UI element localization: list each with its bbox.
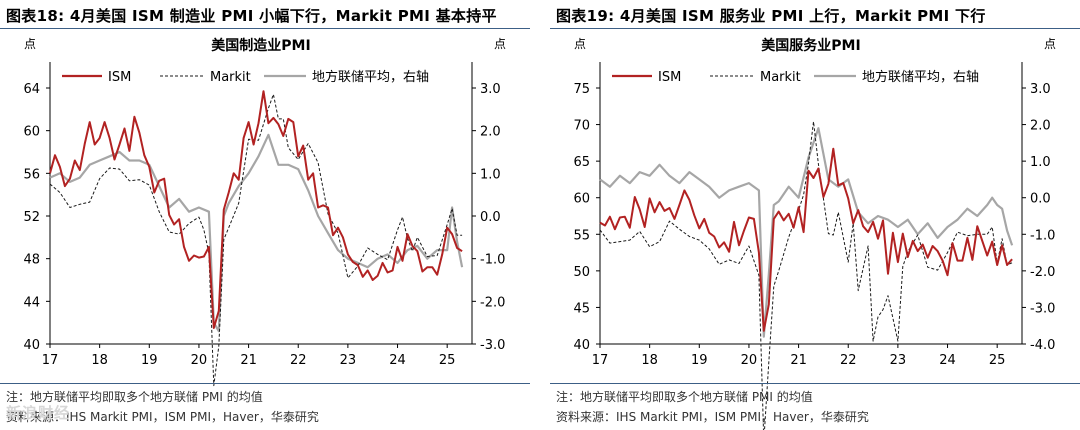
bottom-rule bbox=[550, 383, 1080, 384]
top-rule bbox=[550, 28, 1080, 29]
bottom-rule bbox=[0, 383, 530, 384]
top-rule bbox=[0, 28, 530, 29]
legend-label: 地方联储平均，右轴 bbox=[862, 69, 979, 85]
x-tick-label: 21 bbox=[240, 353, 257, 368]
right-tick-label: 2.0 bbox=[1030, 119, 1051, 134]
x-tick-label: 20 bbox=[191, 353, 208, 368]
right-tick-label: 0.0 bbox=[480, 210, 501, 225]
legend-label: 地方联储平均，右轴 bbox=[312, 69, 429, 85]
left-tick-label: 50 bbox=[573, 265, 590, 280]
manufacturing-pmi-chart: 美国制造业PMI 点 点 40 44 48 52 56 60 64 -3.0 -2.0 -1.0 0.0 1… bbox=[23, 37, 506, 387]
right-tick-label: 0.0 bbox=[1030, 192, 1051, 207]
x-tick-label: 22 bbox=[290, 353, 307, 368]
left-tick-label: 55 bbox=[573, 228, 590, 243]
x-tick-label: 22 bbox=[840, 353, 857, 368]
x-tick-label: 21 bbox=[790, 353, 807, 368]
x-tick-label: 23 bbox=[340, 353, 357, 368]
legend-label: ISM bbox=[108, 70, 131, 85]
left-tick-label: 48 bbox=[23, 253, 40, 268]
left-axis-unit: 点 bbox=[24, 37, 36, 51]
x-tick-label: 18 bbox=[641, 353, 658, 368]
x-tick-label: 19 bbox=[141, 353, 158, 368]
series-line-regional-fed bbox=[49, 133, 464, 333]
left-tick-label: 44 bbox=[23, 295, 40, 310]
x-tick-label: 20 bbox=[741, 353, 758, 368]
left-axis-unit: 点 bbox=[574, 37, 586, 51]
left-tick-label: 40 bbox=[23, 338, 40, 353]
right-tick-label: 2.0 bbox=[480, 125, 501, 140]
x-tick-label: 24 bbox=[389, 353, 406, 368]
left-tick-label: 45 bbox=[573, 301, 590, 316]
left-tick-label: 52 bbox=[23, 210, 40, 225]
figure-18-panel: 图表18: 4月美国 ISM 制造业 PMI 小幅下行，Markit PMI 基… bbox=[0, 0, 530, 430]
chart-title: 美国服务业PMI bbox=[761, 37, 860, 54]
series-line-markit bbox=[599, 121, 1013, 430]
left-tick-label: 60 bbox=[573, 192, 590, 207]
x-tick-label: 24 bbox=[939, 353, 956, 368]
right-tick-label: 3.0 bbox=[1030, 82, 1051, 97]
series-line-regional-fed bbox=[599, 127, 1014, 338]
services-pmi-chart: 美国服务业PMI 点 点 40 45 50 55 60 65 70 75 -4.0 -3.0 -2.0 -1… bbox=[573, 37, 1056, 430]
right-tick-label: -4.0 bbox=[1030, 338, 1055, 353]
left-tick-label: 70 bbox=[573, 119, 590, 134]
right-axis-unit: 点 bbox=[1044, 37, 1056, 51]
series-line-markit bbox=[49, 93, 463, 387]
x-tick-label: 25 bbox=[989, 353, 1006, 368]
legend-label: Markit bbox=[760, 70, 801, 85]
x-tick-label: 25 bbox=[439, 353, 456, 368]
right-tick-label: 1.0 bbox=[480, 167, 501, 182]
right-axis-unit: 点 bbox=[494, 37, 506, 51]
left-tick-label: 75 bbox=[573, 82, 590, 97]
right-tick-label: -3.0 bbox=[1030, 301, 1055, 316]
right-tick-label: -1.0 bbox=[480, 253, 505, 268]
figure-19-panel: 图表19: 4月美国 ISM 服务业 PMI 上行，Markit PMI 下行 … bbox=[550, 0, 1080, 430]
right-tick-label: -1.0 bbox=[1030, 228, 1055, 243]
series-line-ism bbox=[599, 147, 1013, 332]
right-tick-label: 1.0 bbox=[1030, 155, 1051, 170]
left-tick-label: 64 bbox=[23, 82, 40, 97]
figure-title: 图表18: 4月美国 ISM 制造业 PMI 小幅下行，Markit PMI 基… bbox=[6, 7, 497, 25]
chart-title: 美国制造业PMI bbox=[211, 37, 310, 54]
figure-source: 资料来源：IHS Markit PMI，ISM PMI，Haver，华泰研究 bbox=[6, 410, 319, 424]
x-tick-label: 19 bbox=[691, 353, 708, 368]
x-tick-label: 17 bbox=[42, 353, 59, 368]
figure-source: 资料来源：IHS Markit PMI，ISM PMI，Haver，华泰研究 bbox=[556, 410, 869, 424]
chart-legend: ISM Markit 地方联储平均，右轴 bbox=[62, 69, 429, 85]
left-tick-label: 60 bbox=[23, 125, 40, 140]
figure-title: 图表19: 4月美国 ISM 服务业 PMI 上行，Markit PMI 下行 bbox=[556, 7, 986, 25]
chart-legend: ISM Markit 地方联储平均，右轴 bbox=[612, 69, 979, 85]
right-tick-label: -3.0 bbox=[480, 338, 505, 353]
left-tick-label: 56 bbox=[23, 167, 40, 182]
series-line-ism bbox=[49, 90, 463, 329]
x-tick-label: 23 bbox=[890, 353, 907, 368]
right-tick-label: -2.0 bbox=[1030, 265, 1055, 280]
right-tick-label: -2.0 bbox=[480, 295, 505, 310]
left-tick-label: 65 bbox=[573, 155, 590, 170]
figure-note: 注：地方联储平均即取多个地方联储 PMI 的均值 bbox=[556, 390, 813, 404]
x-tick-label: 17 bbox=[592, 353, 609, 368]
right-tick-label: 3.0 bbox=[480, 82, 501, 97]
legend-label: ISM bbox=[658, 70, 681, 85]
x-tick-label: 18 bbox=[91, 353, 108, 368]
figure-note: 注：地方联储平均即取多个地方联储 PMI 的均值 bbox=[6, 390, 263, 404]
legend-label: Markit bbox=[210, 70, 251, 85]
left-tick-label: 40 bbox=[573, 338, 590, 353]
